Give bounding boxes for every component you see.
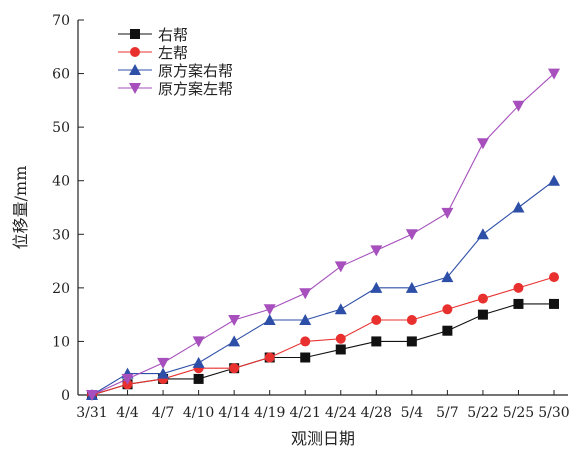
legend-marker [130, 29, 140, 39]
data-point [442, 325, 453, 336]
y-tick-label: 20 [52, 281, 70, 297]
data-point [512, 100, 525, 112]
legend-marker [129, 64, 141, 75]
x-tick-label: 5/25 [503, 405, 534, 421]
data-point [371, 315, 382, 325]
x-tick-label: 4/28 [361, 405, 392, 421]
data-point [299, 288, 312, 300]
x-axis-title: 观测日期 [291, 429, 355, 448]
data-point [334, 303, 347, 315]
data-point [405, 229, 418, 241]
x-tick-label: 4/19 [254, 405, 285, 421]
y-tick-label: 30 [52, 227, 70, 243]
x-tick-label: 5/7 [436, 405, 459, 421]
y-tick-label: 40 [52, 174, 70, 190]
data-point [371, 336, 382, 347]
data-point [370, 281, 383, 293]
data-point [193, 373, 204, 384]
legend-label: 左帮 [158, 44, 188, 62]
y-tick-label: 60 [52, 67, 70, 83]
data-point [441, 207, 454, 219]
y-tick-label: 10 [52, 334, 70, 350]
x-tick-label: 5/22 [467, 405, 498, 421]
series-2 [87, 272, 559, 400]
legend-item-4: 原方案左帮 [118, 80, 233, 98]
data-point [334, 261, 347, 273]
x-tick-label: 4/24 [325, 405, 357, 421]
data-point [548, 68, 560, 80]
data-point [300, 336, 311, 347]
series-4 [86, 68, 560, 401]
data-point [300, 352, 311, 363]
data-point [512, 201, 525, 213]
legend-label: 右帮 [158, 26, 188, 44]
data-point [370, 245, 383, 257]
data-point [477, 309, 488, 320]
data-point [335, 333, 346, 344]
data-point [86, 390, 98, 401]
data-point [263, 304, 276, 316]
x-tick-label: 4/10 [183, 405, 214, 421]
series-line [91, 73, 555, 396]
series-3 [86, 174, 560, 400]
legend-marker [130, 47, 140, 57]
data-point [192, 336, 205, 348]
data-point [513, 298, 524, 309]
x-tick-label: 5/30 [538, 405, 569, 421]
data-point [406, 336, 417, 347]
data-point [228, 335, 241, 347]
data-point [476, 138, 489, 150]
series-line [91, 303, 554, 396]
legend-marker [129, 83, 141, 94]
data-point [548, 174, 560, 186]
axes: 0 10 20 30 40 50 60 70 3/31 4/4 4/7 4/10 4/14 4/19 4/2… [52, 13, 570, 421]
x-tick-label: 4/4 [116, 405, 139, 421]
x-tick-label: 4/21 [290, 405, 321, 421]
data-point [406, 315, 417, 325]
data-point [405, 281, 418, 293]
data-point [335, 344, 346, 355]
y-axis-title: 位移量/mm [11, 166, 30, 250]
data-point [263, 314, 276, 325]
data-point [157, 357, 170, 369]
series-line [91, 276, 555, 396]
y-tick-label: 70 [52, 13, 70, 29]
data-point [192, 356, 205, 368]
data-point [157, 367, 170, 379]
data-point [549, 298, 559, 309]
legend-item-1: 右帮 [118, 26, 188, 44]
y-tick-label: 0 [61, 388, 70, 404]
data-point [476, 228, 489, 240]
data-point [441, 271, 454, 283]
x-tick-label: 3/31 [76, 405, 107, 421]
legend-label: 原方案右帮 [158, 62, 233, 80]
data-point [513, 282, 524, 293]
data-point [121, 373, 134, 385]
legend-item-2: 左帮 [118, 44, 188, 62]
x-tick-label: 4/7 [152, 405, 175, 421]
data-point [229, 363, 240, 374]
series-layer [86, 68, 560, 401]
data-point [228, 315, 241, 326]
data-point [477, 293, 488, 304]
data-point [264, 352, 275, 363]
series-line [91, 180, 555, 396]
data-point [549, 272, 559, 283]
legend-item-3: 原方案右帮 [118, 62, 233, 80]
legend-label: 原方案左帮 [158, 80, 233, 98]
x-tick-label: 4/14 [218, 405, 250, 421]
data-point [299, 314, 312, 325]
x-tick-label: 5/4 [401, 405, 424, 421]
data-point [442, 304, 453, 315]
y-tick-label: 50 [52, 120, 70, 136]
